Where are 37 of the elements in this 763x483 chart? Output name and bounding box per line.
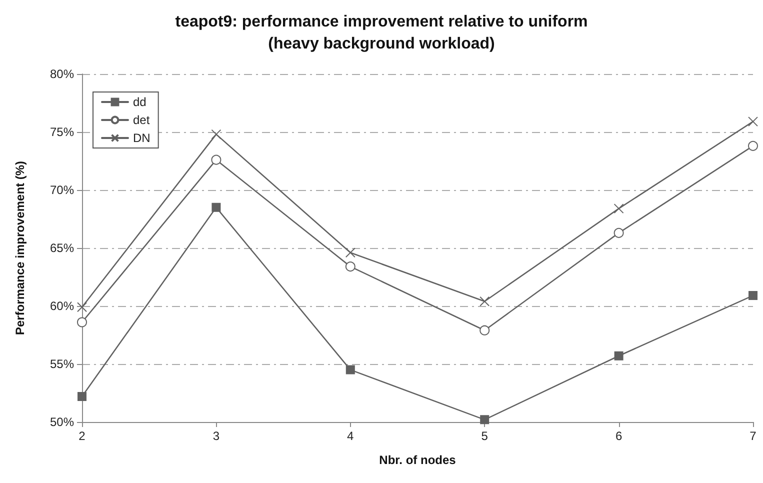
legend-label: det: [133, 113, 150, 127]
point: [614, 204, 624, 214]
point: [345, 248, 356, 258]
point: [748, 291, 758, 300]
point: [614, 351, 624, 360]
y-axis-title: Performance improvement (%): [13, 160, 27, 336]
y-tick-label: 60%: [50, 299, 74, 313]
x-axis-title: Nbr. of nodes: [379, 453, 456, 467]
y-tick-label: 80%: [50, 67, 74, 81]
chart-title: teapot9: performance improvement relative to uniform (heavy background workload): [175, 14, 588, 52]
point: [212, 202, 221, 212]
point: [480, 296, 490, 306]
point: [480, 325, 490, 336]
x-tick-label: 2: [78, 429, 86, 443]
legend-label: DN: [133, 131, 150, 145]
x-tick-label: 6: [615, 429, 622, 443]
y-tick-label: 75%: [50, 125, 74, 139]
x-tick-label: 4: [347, 429, 354, 443]
point: [211, 154, 222, 165]
point: [77, 302, 87, 312]
point: [346, 365, 355, 374]
point: [748, 116, 758, 127]
point: [614, 228, 624, 238]
y-tick-label: 70%: [50, 183, 74, 197]
point: [748, 140, 758, 151]
x-tick-label: 5: [481, 429, 488, 443]
point: [345, 262, 356, 272]
y-tick-label: 55%: [50, 357, 74, 371]
point: [480, 415, 490, 424]
point: [77, 317, 87, 328]
x-tick-label: 7: [750, 429, 757, 443]
point: [211, 129, 222, 140]
y-tick-label: 65%: [50, 241, 74, 255]
x-tick-label: 3: [212, 429, 220, 443]
legend-label: dd: [133, 95, 146, 109]
point: [78, 392, 86, 401]
y-tick-label: 50%: [50, 415, 74, 429]
